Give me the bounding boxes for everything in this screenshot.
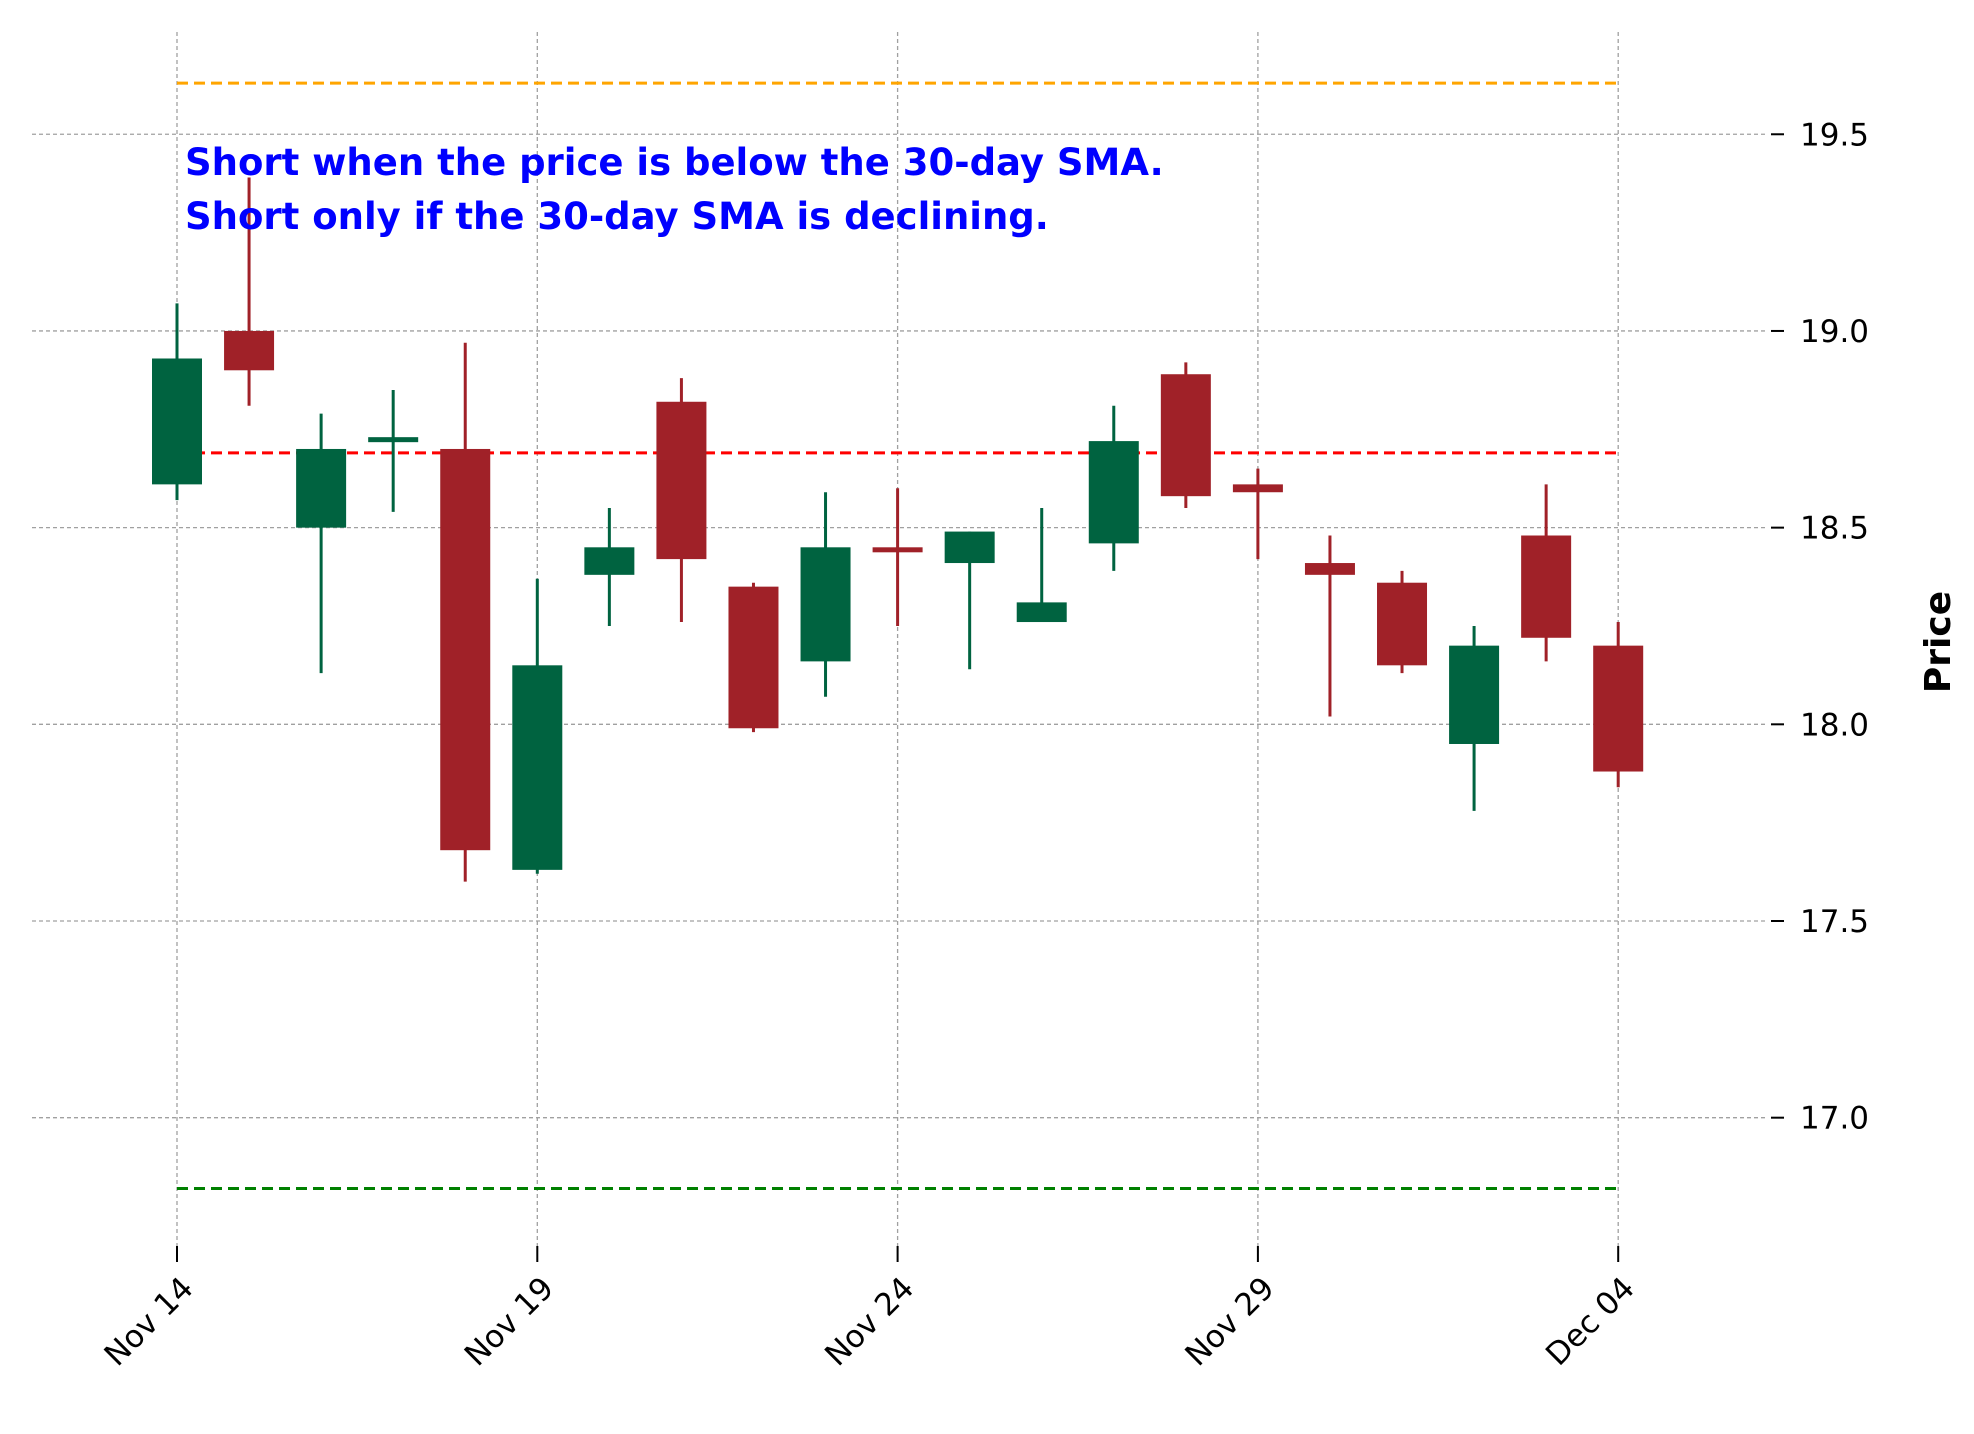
candle bbox=[368, 389, 419, 512]
x-tick-label: Nov 24 bbox=[818, 1270, 921, 1373]
y-tick-label: 18.5 bbox=[1800, 511, 1869, 547]
candle bbox=[1593, 622, 1644, 788]
x-tick-label: Nov 14 bbox=[98, 1270, 201, 1373]
y-tick-label: 19.5 bbox=[1800, 117, 1869, 153]
candle-body bbox=[728, 586, 779, 729]
x-axis: Nov 14 Nov 19 Nov 24 Nov 29 Dec 04 bbox=[98, 1246, 1642, 1373]
candle bbox=[1304, 535, 1355, 717]
candle-body bbox=[1160, 374, 1211, 497]
y-tick-label: 17.5 bbox=[1800, 904, 1869, 940]
y-tick-label: 19.0 bbox=[1800, 314, 1869, 350]
candle-body bbox=[1449, 645, 1500, 744]
annotation-line-1: Short when the price is below the 30-day… bbox=[185, 141, 1164, 184]
candle-body bbox=[296, 448, 347, 528]
candle-body bbox=[944, 531, 995, 564]
x-tick-label: Nov 29 bbox=[1178, 1270, 1281, 1373]
candle bbox=[584, 507, 635, 626]
candle-body bbox=[152, 358, 202, 485]
candles bbox=[152, 177, 1644, 882]
candle-body bbox=[1016, 602, 1067, 623]
candle-body bbox=[1304, 563, 1355, 575]
candle bbox=[1377, 570, 1428, 674]
y-tick-label: 18.0 bbox=[1800, 707, 1869, 743]
candle bbox=[728, 582, 779, 733]
candle bbox=[1016, 507, 1067, 623]
candle-body bbox=[800, 547, 851, 662]
candle bbox=[872, 488, 923, 626]
candle bbox=[800, 492, 851, 697]
candle bbox=[1521, 484, 1572, 662]
candle bbox=[1232, 468, 1283, 560]
annotation-line-2: Short only if the 30-day SMA is declinin… bbox=[185, 195, 1049, 238]
x-tick-label: Dec 04 bbox=[1539, 1270, 1642, 1373]
y-tick-label: 17.0 bbox=[1800, 1101, 1869, 1137]
candle bbox=[296, 413, 347, 674]
candle-body bbox=[440, 448, 491, 851]
candle-body bbox=[1232, 484, 1283, 493]
candle-body bbox=[656, 401, 707, 560]
horizontal-levels bbox=[177, 81, 1619, 1190]
candle bbox=[1449, 625, 1500, 811]
candle-body bbox=[368, 437, 419, 443]
candle bbox=[440, 342, 491, 882]
candle bbox=[944, 531, 995, 670]
candle bbox=[656, 378, 707, 623]
candle bbox=[152, 303, 202, 501]
candle-body bbox=[1521, 535, 1572, 638]
candle-body bbox=[872, 547, 923, 553]
candle bbox=[512, 578, 563, 874]
candle-body bbox=[224, 330, 275, 371]
y-axis-label: Price bbox=[1918, 591, 1959, 693]
y-axis: 17.0 17.5 18.0 18.5 19.0 19.5 bbox=[1771, 117, 1869, 1137]
candle-body bbox=[1593, 645, 1644, 772]
candle-body bbox=[1377, 582, 1428, 666]
candle bbox=[224, 177, 275, 406]
candle bbox=[1088, 405, 1139, 571]
candle bbox=[1160, 362, 1211, 508]
candle-body bbox=[584, 547, 635, 575]
candle-body bbox=[1088, 441, 1139, 544]
candle-body bbox=[512, 665, 563, 870]
x-tick-label: Nov 19 bbox=[458, 1270, 561, 1373]
